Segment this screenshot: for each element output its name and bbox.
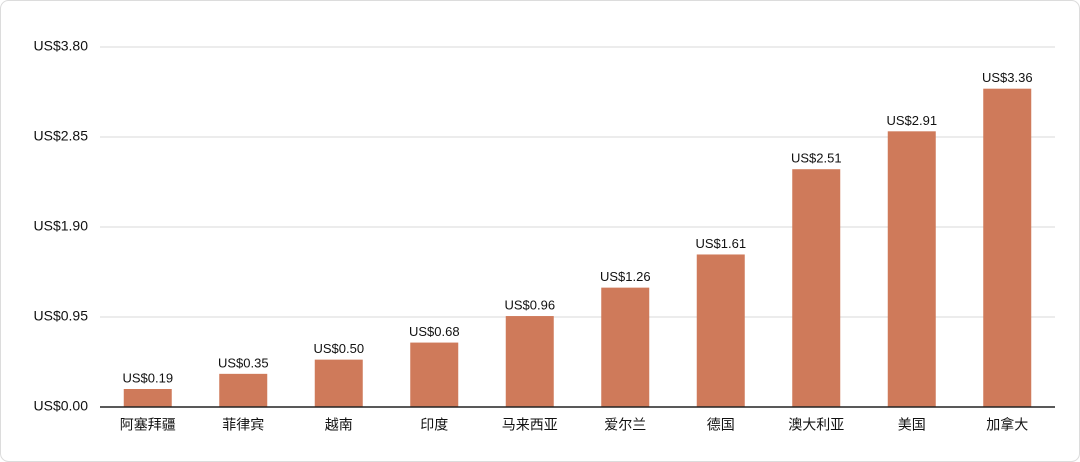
bar <box>505 316 554 407</box>
bar <box>983 88 1032 408</box>
x-tick-label: 阿塞拜疆 <box>120 417 176 433</box>
value-label: US$1.26 <box>600 269 651 284</box>
y-tick-label: US$0.95 <box>34 308 89 324</box>
x-tick-label: 印度 <box>420 417 448 433</box>
value-label: US$3.36 <box>982 70 1033 85</box>
value-label: US$0.19 <box>122 370 173 385</box>
y-tick-label: US$3.80 <box>34 38 89 54</box>
x-tick-label: 爱尔兰 <box>604 417 646 433</box>
bar <box>410 342 459 407</box>
bar <box>792 169 841 407</box>
y-tick-label: US$2.85 <box>34 128 89 144</box>
x-tick-label: 澳大利亚 <box>788 417 844 433</box>
y-tick-label: US$0.00 <box>34 398 89 414</box>
x-tick-label: 马来西亚 <box>502 417 558 433</box>
bar <box>314 359 363 407</box>
x-tick-label: 德国 <box>707 417 735 433</box>
value-label: US$2.91 <box>886 113 937 128</box>
value-label: US$0.96 <box>504 297 555 312</box>
x-tick-label: 菲律宾 <box>222 417 264 433</box>
y-tick-label: US$1.90 <box>34 218 89 234</box>
bar <box>887 131 936 407</box>
bar <box>123 389 172 407</box>
value-label: US$0.50 <box>313 341 364 356</box>
x-tick-label: 美国 <box>898 417 926 433</box>
value-label: US$2.51 <box>791 151 842 166</box>
bar <box>601 287 650 407</box>
bar <box>696 254 745 407</box>
x-tick-label: 加拿大 <box>986 417 1028 433</box>
x-tick-label: 越南 <box>325 417 353 433</box>
value-label: US$1.61 <box>695 236 746 251</box>
bar <box>219 373 268 407</box>
value-label: US$0.68 <box>409 324 460 339</box>
value-label: US$0.35 <box>218 355 269 370</box>
